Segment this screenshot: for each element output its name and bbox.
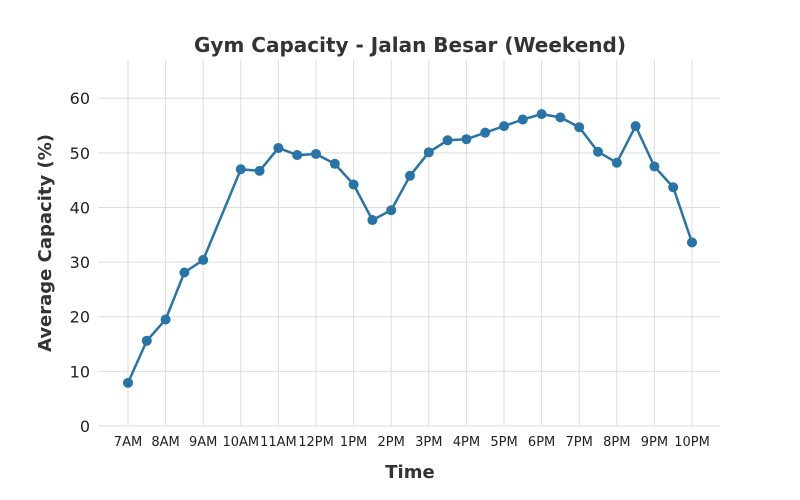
x-tick-label: 8AM [151, 435, 179, 450]
y-axis-label: Average Capacity (%) [35, 134, 56, 352]
data-point[interactable] [442, 135, 453, 146]
x-tick-label: 9AM [189, 435, 217, 450]
data-point[interactable] [649, 161, 660, 172]
y-tick-label: 30 [70, 253, 90, 272]
data-point[interactable] [179, 267, 190, 278]
data-point[interactable] [687, 237, 697, 248]
data-point[interactable] [141, 335, 152, 346]
data-point[interactable] [480, 127, 491, 138]
data-point[interactable] [123, 377, 133, 388]
y-axis-ticks: 0 10 20 30 40 50 60 [70, 89, 90, 436]
data-point[interactable] [198, 254, 209, 265]
data-point[interactable] [536, 109, 547, 120]
x-tick-label: 11AM [260, 435, 297, 450]
data-point[interactable] [517, 114, 528, 125]
x-tick-label: 1PM [340, 435, 367, 450]
x-tick-label: 2PM [378, 435, 405, 450]
y-tick-label: 20 [70, 308, 90, 327]
chart-title: Gym Capacity - Jalan Besar (Weekend) [194, 33, 626, 57]
data-point[interactable] [386, 205, 397, 216]
y-tick-label: 0 [80, 417, 90, 436]
data-point[interactable] [235, 164, 246, 175]
data-point[interactable] [348, 179, 359, 190]
x-tick-label: 5PM [490, 435, 517, 450]
x-tick-label: 10AM [222, 435, 259, 450]
data-point[interactable] [593, 146, 603, 157]
y-tick-label: 50 [70, 144, 90, 163]
data-point[interactable] [574, 122, 585, 133]
data-point[interactable] [630, 121, 641, 132]
series-line [126, 112, 694, 385]
data-point[interactable] [254, 165, 265, 176]
y-tick-label: 60 [70, 89, 90, 108]
data-point[interactable] [273, 142, 284, 153]
data-point[interactable] [461, 134, 472, 145]
y-tick-label: 10 [70, 362, 90, 381]
data-point[interactable] [423, 147, 434, 158]
grid [98, 60, 720, 427]
x-tick-label: 7PM [566, 435, 593, 450]
x-tick-label: 4PM [453, 435, 480, 450]
x-tick-label: 10PM [674, 435, 710, 450]
data-point[interactable] [611, 157, 622, 168]
data-point[interactable] [329, 158, 340, 169]
x-tick-label: 12PM [298, 435, 334, 450]
y-tick-label: 40 [70, 198, 90, 217]
data-point[interactable] [499, 121, 509, 132]
x-axis-ticks: 7AM 8AM 9AM 10AM 11AM 12PM 1PM 2PM 3PM 4PM 5PM 6PM 7… [114, 435, 710, 450]
x-tick-label: 7AM [114, 435, 142, 450]
data-point[interactable] [367, 215, 378, 226]
data-point[interactable] [292, 150, 303, 161]
x-axis-label: Time [385, 462, 434, 483]
data-point[interactable] [405, 170, 415, 181]
series [123, 109, 697, 388]
x-tick-label: 9PM [641, 435, 668, 450]
data-point[interactable] [160, 314, 171, 325]
data-point[interactable] [555, 112, 566, 123]
data-point[interactable] [311, 148, 321, 159]
x-tick-label: 6PM [528, 435, 555, 450]
x-tick-label: 8PM [603, 435, 630, 450]
data-point[interactable] [668, 182, 679, 193]
x-tick-label: 3PM [415, 435, 442, 450]
